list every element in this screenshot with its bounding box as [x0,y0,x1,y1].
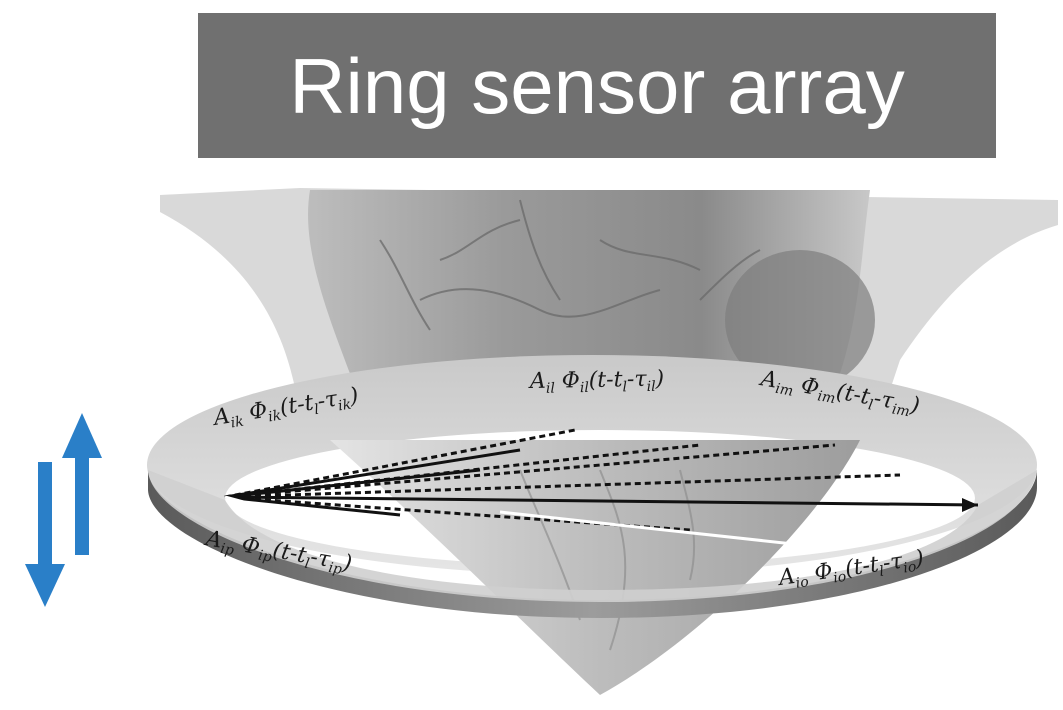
signal-lines-dashed [224,428,901,532]
label-il-text: Ail Φil(t-tl-τil) [528,367,665,397]
title-banner: Ring sensor array [198,13,996,158]
arrow-up-icon [62,413,102,555]
arrowhead-right [962,498,978,512]
label-il: Ail Φil(t-tl-τil) [528,367,665,397]
heart-shape [308,190,871,400]
arrow-down-icon [25,462,65,607]
page-title: Ring sensor array [289,41,905,130]
heart-dark-region [725,250,875,390]
vessel-lines [379,199,761,331]
signal-lines-white [224,495,831,550]
